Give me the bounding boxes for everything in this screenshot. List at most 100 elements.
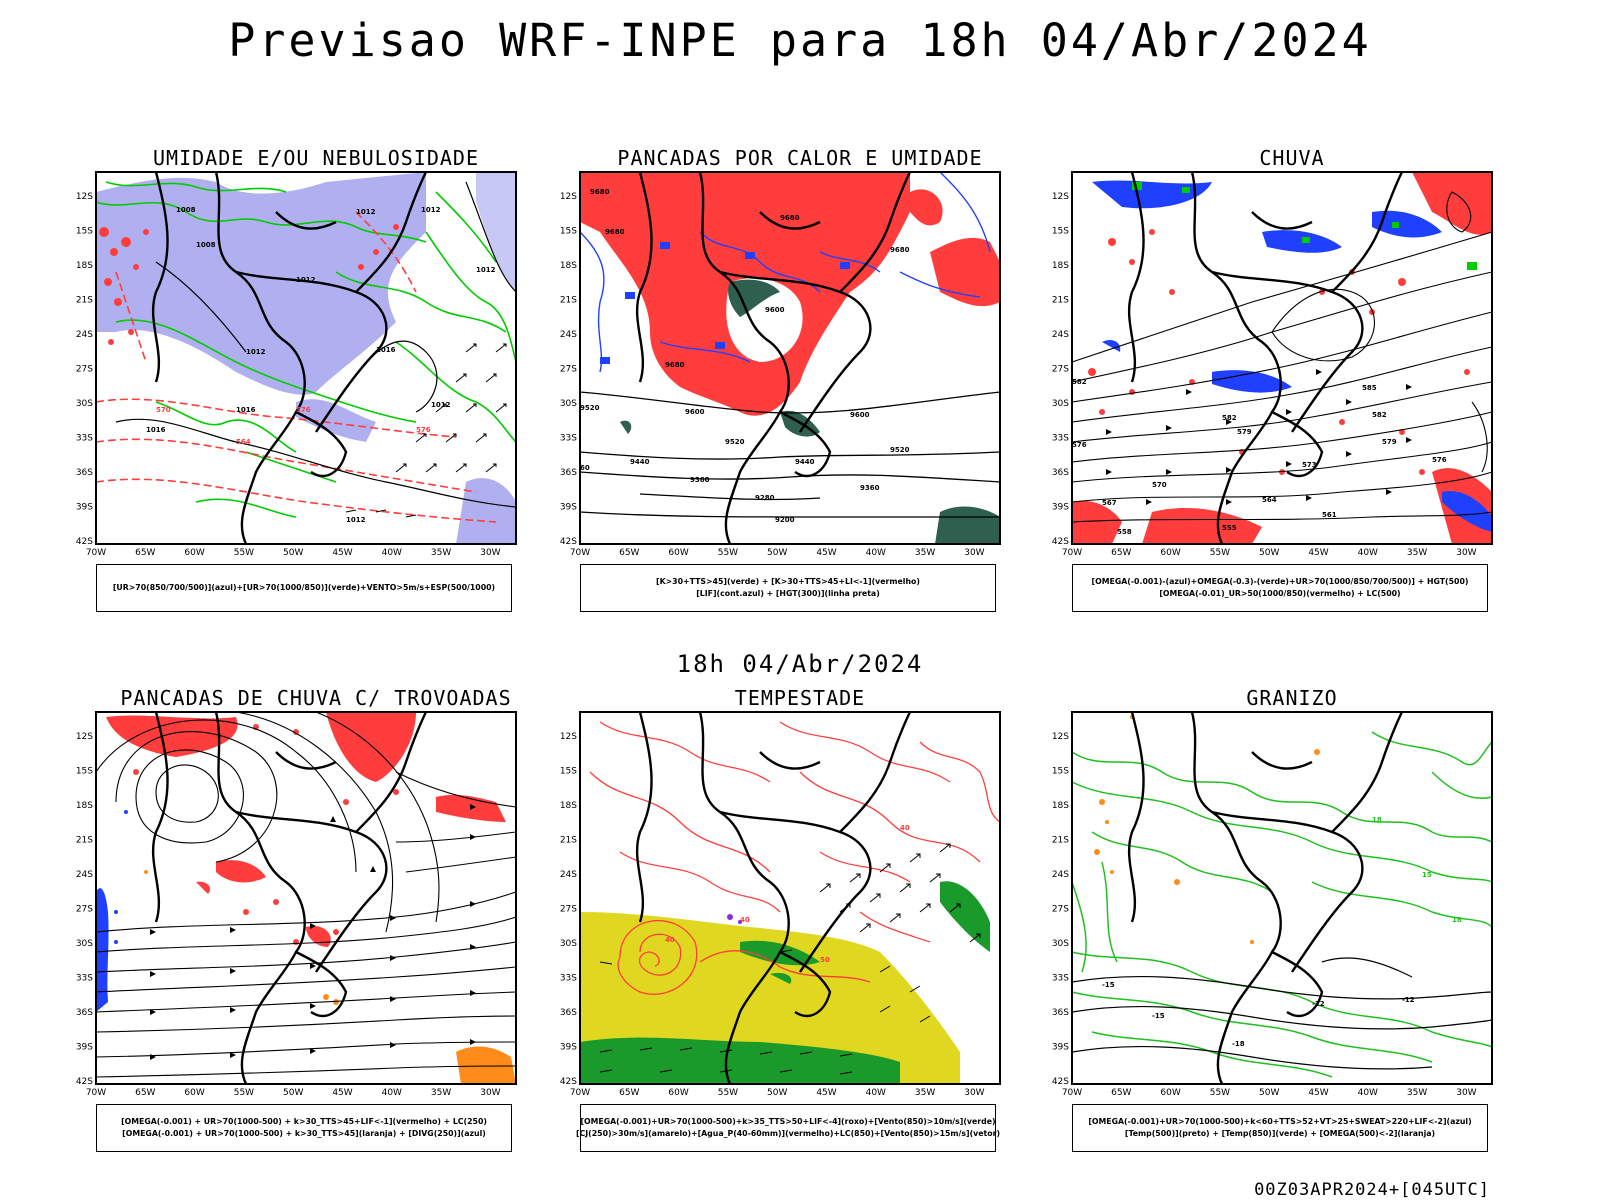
lat-tick-label: 36S [76,468,93,478]
legend-thunderstorm-rain: [OMEGA(-0.001) + UR>70(1000-500) + k>30_… [96,1104,512,1152]
lon-tick-label: 40W [866,548,886,558]
lon-tick-label: 35W [915,1088,935,1098]
lat-tick-label: 21S [76,296,93,306]
lat-tick-label: 12S [76,732,93,742]
lat-tick-label: 24S [560,870,577,880]
showers-green-area [620,420,632,434]
lon-tick-label: 65W [135,548,155,558]
lon-tick-label: 30W [964,548,984,558]
lat-tick-label: 27S [1052,365,1069,375]
legend-line: [Temp(500)](preto) + [Temp(850)](verde) … [1124,1129,1436,1138]
lon-tick-label: 45W [816,548,836,558]
lon-tick-label: 50W [767,548,787,558]
middle-title: 18h 04/Abr/2024 [676,650,924,678]
svg-text:-15: -15 [1152,1012,1165,1020]
lat-tick-label: 36S [1052,468,1069,478]
lat-tick-label: 30S [76,399,93,409]
lat-tick-label: 27S [76,905,93,915]
axis-labels: 70W 65W 60W 55W 50W 45W 40W 35W 30W 12S 15S 18S 21S 2… [1052,192,1477,558]
legend-line: [LIF](cont.azul) + [HGT(300)](linha pret… [696,589,880,598]
main-title: Previsao WRF-INPE para 18h 04/Abr/2024 [228,14,1372,67]
lat-tick-label: 18S [76,801,93,811]
lon-tick-label: 40W [1358,1088,1378,1098]
lat-tick-label: 30S [560,399,577,409]
svg-text:9440: 9440 [630,458,650,466]
svg-text:564: 564 [236,438,251,446]
lat-tick-label: 30S [76,939,93,949]
lon-tick-label: 30W [1456,548,1476,558]
svg-text:558: 558 [1117,528,1132,536]
lat-tick-label: 36S [1052,1008,1069,1018]
lon-tick-label: 40W [382,548,402,558]
svg-text:582: 582 [1222,414,1237,422]
lon-tick-label: 30W [480,548,500,558]
lon-tick-label: 65W [135,1088,155,1098]
svg-text:9200: 9200 [775,516,795,524]
lat-tick-label: 18S [1052,261,1069,271]
lon-tick-label: 35W [1407,1088,1427,1098]
panel-humidity: UMIDADE E/OU NEBULOSIDADE [76,146,556,626]
svg-text:1012: 1012 [431,401,451,409]
legend-line: [UR>70(850/700/500)](azul)+[UR>70(1000/8… [112,583,496,592]
svg-text:-12: -12 [1402,996,1415,1004]
svg-text:555: 555 [1222,524,1237,532]
panel-title: CHUVA [1259,146,1325,170]
lat-tick-label: 30S [560,939,577,949]
lat-tick-label: 42S [1052,1077,1069,1087]
lon-tick-label: 60W [1160,548,1180,558]
panel-title: PANCADAS DE CHUVA C/ TROVOADAS [120,686,512,710]
panel-title: TEMPESTADE [734,686,866,710]
humidity-blue-area [96,172,426,395]
footer-run-label: 00Z03APR2024+[045UTC] [1254,1180,1490,1200]
svg-text:582: 582 [1372,411,1387,419]
lon-tick-label: 65W [1111,548,1131,558]
lat-tick-label: 12S [1052,732,1069,742]
lon-tick-label: 60W [184,548,204,558]
lat-tick-label: 18S [1052,801,1069,811]
showers-green-area [728,279,780,317]
svg-text:9520: 9520 [580,404,600,412]
lon-tick-label: 55W [718,1088,738,1098]
panel-storm: TEMPESTADE [560,686,1040,1166]
lat-tick-label: 24S [1052,870,1069,880]
lat-tick-label: 15S [76,227,93,237]
map-humidity: 1008 1008 1012 1012 1012 1016 1016 1016 1012 1… [76,171,517,558]
axis-labels: 70W 65W 60W 55W 50W 45W 40W 35W 30W 12S 15S 18S 21S 2… [560,192,985,558]
svg-text:1012: 1012 [246,348,266,356]
svg-text:9520: 9520 [890,446,910,454]
lat-tick-label: 42S [76,1077,93,1087]
lon-tick-label: 65W [1111,1088,1131,1098]
svg-text:-12: -12 [1312,1000,1325,1008]
panel-title: GRANIZO [1246,686,1338,710]
lon-tick-label: 30W [964,1088,984,1098]
map-storm: 40 40 50 40 70W 65W 60W 55W 50W 45W 40W 35W 30W 12S 1… [560,711,1001,1098]
lat-tick-label: 24S [1052,330,1069,340]
svg-text:9600: 9600 [765,306,785,314]
lon-tick-label: 50W [767,1088,787,1098]
panel-rain: CHUVA [1052,146,1532,626]
lat-tick-label: 42S [560,537,577,547]
lat-tick-label: 27S [560,905,577,915]
lon-tick-label: 50W [283,1088,303,1098]
axis-labels: 70W 65W 60W 55W 50W 45W 40W 35W 30W 12S 15S 18S 21S 2… [560,732,985,1098]
svg-text:1008: 1008 [196,241,216,249]
svg-text:9600: 9600 [850,411,870,419]
lat-tick-label: 42S [560,1077,577,1087]
svg-text:1012: 1012 [346,516,366,524]
axis-labels: 70W 65W 60W 55W 50W 45W 40W 35W 30W 12S 15S 18S 21S 2… [76,732,501,1098]
svg-text:576: 576 [296,406,311,414]
svg-text:9680: 9680 [890,246,910,254]
svg-text:60: 60 [580,464,590,472]
lon-tick-label: 70W [86,548,106,558]
lat-tick-label: 12S [1052,192,1069,202]
lat-tick-label: 24S [76,870,93,880]
lon-tick-label: 70W [1062,1088,1082,1098]
axis-labels: 70W 65W 60W 55W 50W 45W 40W 35W 30W 12S 15S 18S 21S 2… [76,192,501,558]
legend-hail: [OMEGA(-0.001)+UR>70(1000-500)+k<60+TTS>… [1072,1104,1488,1152]
lat-tick-label: 36S [76,1008,93,1018]
legend-line: [OMEGA(-0.001)-(azul)+OMEGA(-0.3)-(verde… [1091,577,1469,586]
lon-tick-label: 70W [86,1088,106,1098]
lat-tick-label: 27S [1052,905,1069,915]
panel-thunderstorm-rain: PANCADAS DE CHUVA C/ TROVOADAS [76,686,556,1166]
